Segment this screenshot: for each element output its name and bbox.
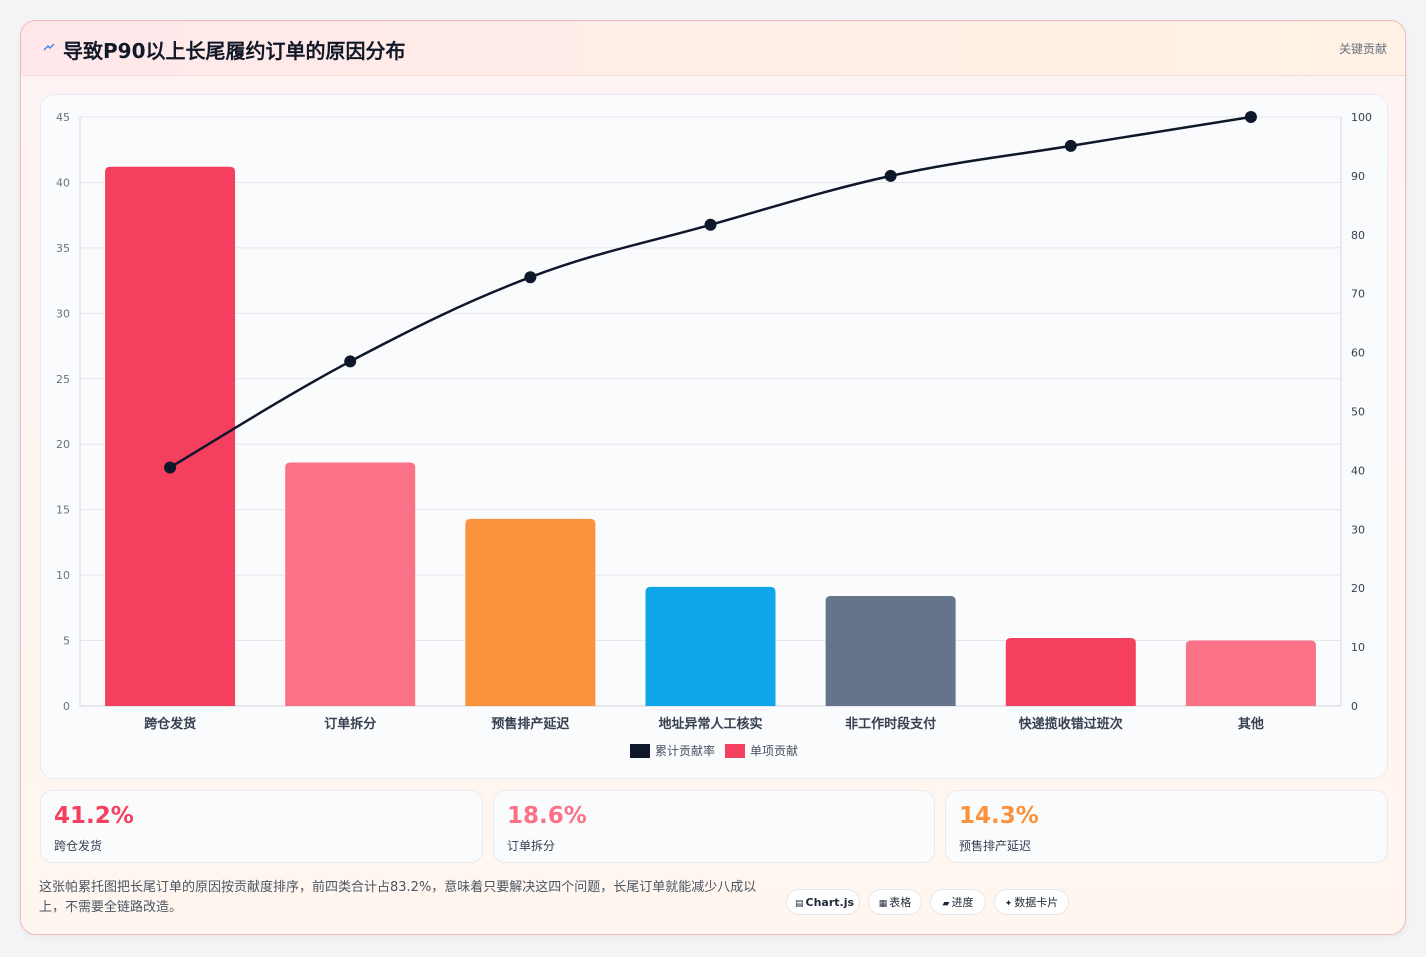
progress-icon: ▰ (942, 899, 950, 909)
page-title: 导致P90以上长尾履约订单的原因分布 (63, 39, 406, 63)
y2-tick-label: 40 (1351, 464, 1365, 477)
stat-label: 订单拆分 (507, 839, 556, 853)
bar-4 (825, 596, 956, 706)
y2-tick-label: 0 (1351, 700, 1358, 713)
cumulative-point-4 (884, 169, 897, 182)
pill-data-card[interactable]: ✦ 数据卡片 (994, 889, 1069, 915)
pill-chartjs[interactable]: ▤ Chart.js (786, 889, 860, 915)
chart-icon: ▤ (795, 899, 804, 909)
y-tick-label: 20 (56, 438, 70, 451)
y-tick-label: 5 (63, 635, 70, 648)
bar-3 (645, 586, 776, 706)
stat-value: 14.3% (959, 803, 1039, 829)
y2-tick-label: 100 (1351, 111, 1372, 124)
pill-label: 数据卡片 (1014, 896, 1059, 909)
bar-2 (465, 518, 596, 706)
stat-value: 41.2% (54, 803, 134, 829)
pill-progress[interactable]: ▰ 进度 (930, 889, 986, 915)
legend-swatch (725, 744, 745, 758)
stat-card-2: 14.3% 预售排产延迟 (945, 790, 1388, 863)
pill-table[interactable]: ▦ 表格 (868, 889, 922, 915)
y2-tick-label: 10 (1351, 641, 1365, 654)
stat-value: 18.6% (507, 803, 587, 829)
bar-1 (285, 462, 416, 706)
x-tick-label: 非工作时段支付 (845, 716, 936, 732)
y2-tick-label: 70 (1351, 288, 1365, 301)
summary-note: 这张帕累托图把长尾订单的原因按贡献度排序，前四类合计占83.2%，意味着只要解决… (39, 880, 757, 915)
cumulative-point-0 (164, 461, 177, 474)
chart-panel: 0 5 10 15 20 25 30 35 40 45 0 10 20 30 40 50 60 70 80 90 100… (40, 94, 1388, 779)
legend-swatch (630, 744, 650, 758)
cumulative-point-3 (704, 218, 717, 231)
stat-label: 跨仓发货 (54, 839, 103, 853)
stat-card-0: 41.2% 跨仓发货 (40, 790, 483, 863)
legend-label: 单项贡献 (750, 743, 798, 758)
y2-tick-label: 30 (1351, 523, 1365, 536)
y-tick-label: 0 (63, 700, 70, 713)
cumulative-line (169, 115, 1252, 469)
pill-label: 表格 (889, 896, 912, 909)
x-tick-label: 其他 (1238, 716, 1264, 732)
pill-label: 进度 (951, 896, 974, 909)
cumulative-point-2 (524, 271, 537, 284)
y-tick-label: 35 (56, 242, 70, 255)
cumulative-point-5 (1064, 139, 1077, 152)
bar-6 (1185, 640, 1316, 706)
card-header: 导致P90以上长尾履约订单的原因分布 关键贡献 (21, 21, 1405, 76)
cumulative-point-6 (1244, 111, 1257, 123)
pill-label: Chart.js (805, 896, 855, 909)
x-tick-label: 快递揽收错过班次 (1019, 716, 1123, 732)
stat-label: 预售排产延迟 (959, 839, 1032, 853)
table-icon: ▦ (878, 899, 888, 909)
x-tick-label: 地址异常人工核实 (658, 716, 762, 732)
bar-0 (105, 166, 236, 706)
trend-icon (43, 43, 55, 51)
y-tick-label: 15 (56, 504, 70, 517)
y-tick-label: 30 (56, 307, 70, 320)
legend-label: 累计贡献率 (655, 743, 715, 758)
x-tick-label: 订单拆分 (324, 716, 376, 732)
bar-5 (1005, 637, 1136, 706)
x-tick-label: 跨仓发货 (144, 716, 196, 732)
y2-tick-label: 50 (1351, 406, 1365, 419)
header-tag: 关键贡献 (1338, 42, 1387, 56)
report-card: 导致P90以上长尾履约订单的原因分布 关键贡献 0 5 10 15 20 25 30 35 40… (20, 20, 1406, 935)
y2-tick-label: 80 (1351, 229, 1365, 242)
pareto-chart: 0 5 10 15 20 25 30 35 40 45 0 10 20 30 40 50 60 70 80 90 100… (56, 111, 1372, 758)
y-tick-label: 25 (56, 373, 70, 386)
y-tick-label: 45 (56, 111, 70, 124)
y-tick-label: 40 (56, 176, 70, 189)
stat-card-1: 18.6% 订单拆分 (493, 790, 935, 863)
y-tick-label: 10 (56, 569, 70, 582)
cumulative-point-1 (344, 355, 357, 368)
sparkle-icon: ✦ (1004, 899, 1013, 909)
y2-tick-label: 20 (1351, 582, 1365, 595)
x-tick-label: 预售排产延迟 (491, 716, 569, 732)
y2-tick-label: 60 (1351, 347, 1365, 360)
y2-tick-label: 90 (1351, 170, 1365, 183)
